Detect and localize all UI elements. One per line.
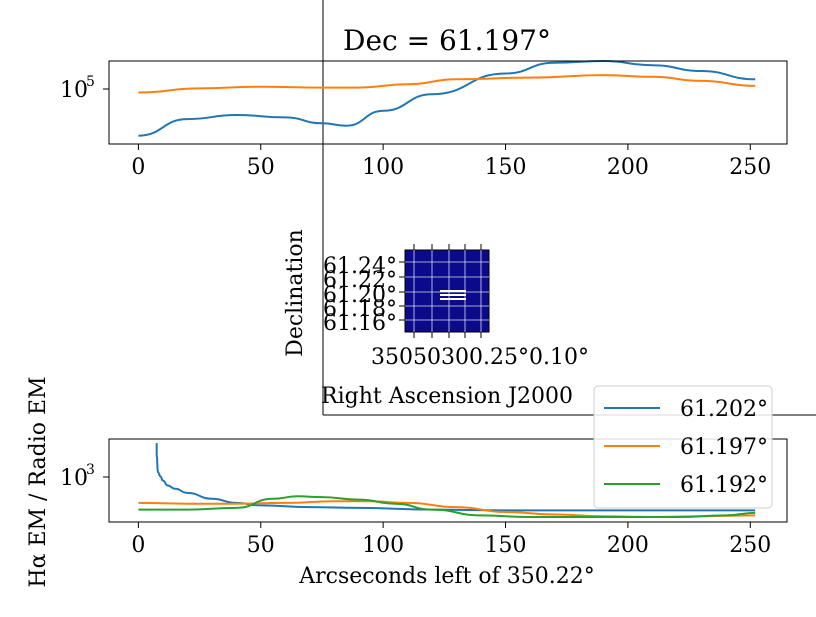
top-plot-frame (108, 60, 788, 145)
dec-tick-label: 61.18° (323, 297, 397, 322)
bottom-x-axis-label: Arcseconds left of 350.22° (298, 564, 595, 589)
bottom-x-tick-label: 50 (247, 533, 275, 558)
sky-image (404, 249, 490, 333)
declination-tick-labels: 61.24° 61.22° 61.20° 61.18° 61.16° (323, 254, 397, 336)
bottom-x-tick-label: 200 (607, 533, 649, 558)
legend-label: 61.192° (680, 473, 768, 498)
top-x-tick-label: 100 (362, 155, 404, 180)
sky-image-slit-markers (440, 290, 466, 300)
bottom-x-tick-label: 0 (131, 533, 145, 558)
dec-tick-label: 61.20° (323, 283, 397, 308)
svg-text:3: 3 (86, 462, 95, 478)
top-panel-title: Dec = 61.197° (343, 24, 551, 57)
ra-tick-labels-overlapped: 35050300.25°0.10° (371, 345, 589, 370)
legend-label: 61.202° (680, 397, 768, 422)
bottom-x-tick-label: 250 (729, 533, 771, 558)
sky-image-ticks (399, 244, 482, 338)
legend-box (593, 385, 773, 509)
top-axes: 0 50 100 150 200 250 (103, 59, 788, 180)
legend: 61.202° 61.197° 61.192° (593, 385, 773, 509)
legend-entries: 61.202° 61.197° 61.192° (604, 397, 768, 498)
bottom-x-tick-label: 100 (362, 533, 404, 558)
top-y-tick-label: 10 5 (60, 74, 95, 103)
top-x-tick-label: 0 (131, 155, 145, 180)
dec-tick-label: 61.16° (323, 311, 397, 336)
svg-text:10: 10 (60, 78, 88, 103)
top-x-tick-label: 250 (729, 155, 771, 180)
dec-tick-label: 61.24° (323, 254, 397, 279)
top-x-tick-label: 200 (607, 155, 649, 180)
top-x-tick-label: 150 (485, 155, 527, 180)
dec-tick-label: 61.22° (323, 268, 397, 293)
svg-text:10: 10 (60, 466, 88, 491)
bottom-axes: 0 50 100 150 200 250 (103, 438, 788, 558)
legend-label: 61.197° (680, 435, 768, 460)
bottom-series-line-2 (138, 495, 756, 518)
top-x-tick-label: 50 (247, 155, 275, 180)
svg-text:5: 5 (86, 74, 95, 90)
bottom-y-tick-label: 10 3 (60, 462, 95, 491)
bottom-plot-frame (108, 438, 788, 523)
declination-axis-label: Declination (283, 229, 308, 357)
bottom-y-axis-label: Hα EM / Radio EM (26, 376, 51, 587)
top-series-line-1 (138, 74, 756, 94)
top-series-line-0 (138, 59, 756, 137)
bottom-x-tick-label: 150 (485, 533, 527, 558)
ra-axis-label: Right Ascension J2000 (321, 384, 573, 409)
